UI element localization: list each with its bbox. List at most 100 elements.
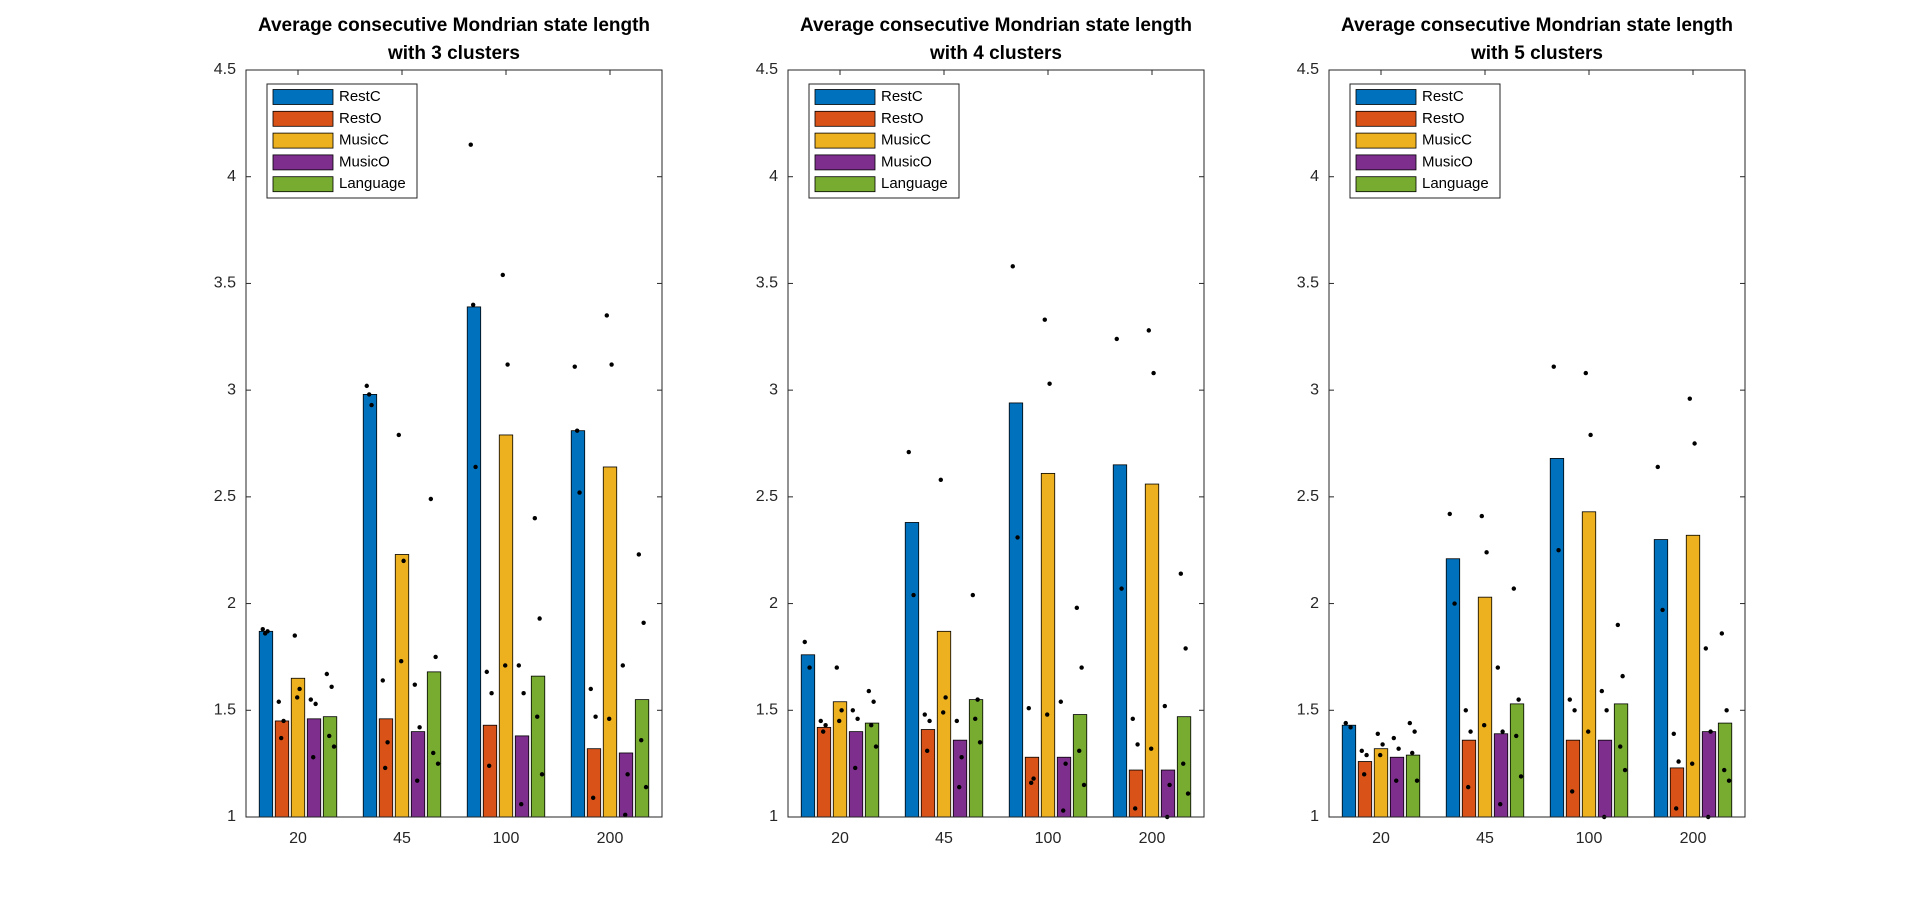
data-point xyxy=(1119,586,1124,591)
data-point xyxy=(1074,605,1080,611)
bar xyxy=(394,554,410,818)
data-point xyxy=(1692,441,1697,446)
data-point xyxy=(1377,752,1383,758)
data-point xyxy=(1463,708,1468,713)
legend-swatch xyxy=(272,89,334,105)
y-tick-label: 4 xyxy=(227,168,236,185)
data-point xyxy=(1479,513,1484,519)
data-point xyxy=(1414,778,1420,783)
data-point xyxy=(818,718,823,724)
data-point xyxy=(850,708,856,713)
bar xyxy=(274,720,290,818)
data-point xyxy=(1042,317,1047,322)
data-point xyxy=(609,362,614,367)
axes-box xyxy=(245,69,663,818)
data-point xyxy=(1452,601,1457,606)
bar xyxy=(1056,756,1072,818)
y-tick-label: 3.5 xyxy=(1297,275,1319,292)
data-point xyxy=(1185,791,1191,796)
data-point xyxy=(1077,748,1082,754)
data-point xyxy=(1396,746,1401,751)
legend-label: RestC xyxy=(1422,88,1464,105)
y-tick-label: 4.5 xyxy=(756,61,778,78)
data-point xyxy=(1148,746,1154,751)
data-point xyxy=(1514,733,1519,739)
data-point xyxy=(636,552,642,557)
data-point xyxy=(1481,723,1487,728)
data-point xyxy=(532,516,538,521)
x-tick-label: 100 xyxy=(1576,830,1603,847)
axes-box xyxy=(787,69,1205,818)
data-point xyxy=(1058,699,1064,704)
data-point xyxy=(428,496,434,502)
data-point xyxy=(502,663,508,668)
bar xyxy=(1405,754,1421,818)
bar xyxy=(1160,769,1176,818)
y-tick-label: 1 xyxy=(769,808,778,825)
legend-label: MusicC xyxy=(881,132,931,149)
data-point xyxy=(412,682,418,687)
x-tick-label: 20 xyxy=(1372,830,1390,847)
legend-swatch xyxy=(814,110,876,127)
legend-label: RestC xyxy=(339,88,381,105)
data-point xyxy=(1620,673,1625,679)
data-point xyxy=(311,755,316,760)
data-point xyxy=(606,716,612,722)
data-point xyxy=(1687,396,1692,401)
y-tick-label: 1.5 xyxy=(214,702,236,719)
x-tick-label: 45 xyxy=(1476,830,1494,847)
data-point xyxy=(313,701,318,707)
legend-label: Language xyxy=(1422,175,1489,192)
legend-swatch xyxy=(814,176,876,193)
x-tick-label: 45 xyxy=(935,830,953,847)
data-point xyxy=(260,626,265,632)
data-point xyxy=(396,432,401,438)
legend-label: MusicO xyxy=(881,153,932,170)
bar xyxy=(1565,739,1581,818)
data-point xyxy=(1162,703,1168,709)
data-point xyxy=(329,684,334,690)
data-point xyxy=(1618,744,1623,749)
legend-swatch xyxy=(272,176,334,193)
bar xyxy=(322,716,338,818)
y-tick-label: 1 xyxy=(227,808,236,825)
data-point xyxy=(572,364,577,369)
data-point xyxy=(366,392,372,397)
legend-swatch xyxy=(1355,176,1417,193)
data-point xyxy=(1146,328,1151,333)
data-point xyxy=(401,558,406,564)
data-point xyxy=(604,313,609,318)
data-point xyxy=(927,718,932,724)
data-point xyxy=(1516,697,1521,702)
bar xyxy=(602,466,618,818)
data-point xyxy=(820,729,826,734)
bar xyxy=(466,306,482,818)
legend-label: MusicO xyxy=(339,153,390,170)
data-point xyxy=(431,750,436,756)
data-point xyxy=(1583,370,1588,376)
data-point xyxy=(369,402,374,408)
data-point xyxy=(281,718,286,724)
data-point xyxy=(1484,550,1489,555)
data-point xyxy=(1031,776,1036,781)
data-point xyxy=(1671,731,1676,736)
chart-title: Average consecutive Mondrian state lengt… xyxy=(1341,15,1733,36)
data-point xyxy=(1569,789,1575,794)
bar xyxy=(920,729,936,818)
bar xyxy=(1176,716,1192,818)
data-point xyxy=(1348,725,1353,730)
data-point xyxy=(1364,752,1369,758)
data-point xyxy=(973,716,978,722)
data-point xyxy=(276,699,281,704)
data-point xyxy=(539,772,545,777)
data-point xyxy=(294,695,300,700)
legend-swatch xyxy=(272,110,334,127)
data-point xyxy=(871,699,876,704)
data-point xyxy=(590,795,596,800)
data-point xyxy=(1447,511,1452,517)
x-tick-label: 20 xyxy=(289,830,307,847)
data-point xyxy=(417,725,422,730)
data-point xyxy=(802,639,807,645)
data-point xyxy=(278,735,284,741)
data-point xyxy=(641,620,646,625)
